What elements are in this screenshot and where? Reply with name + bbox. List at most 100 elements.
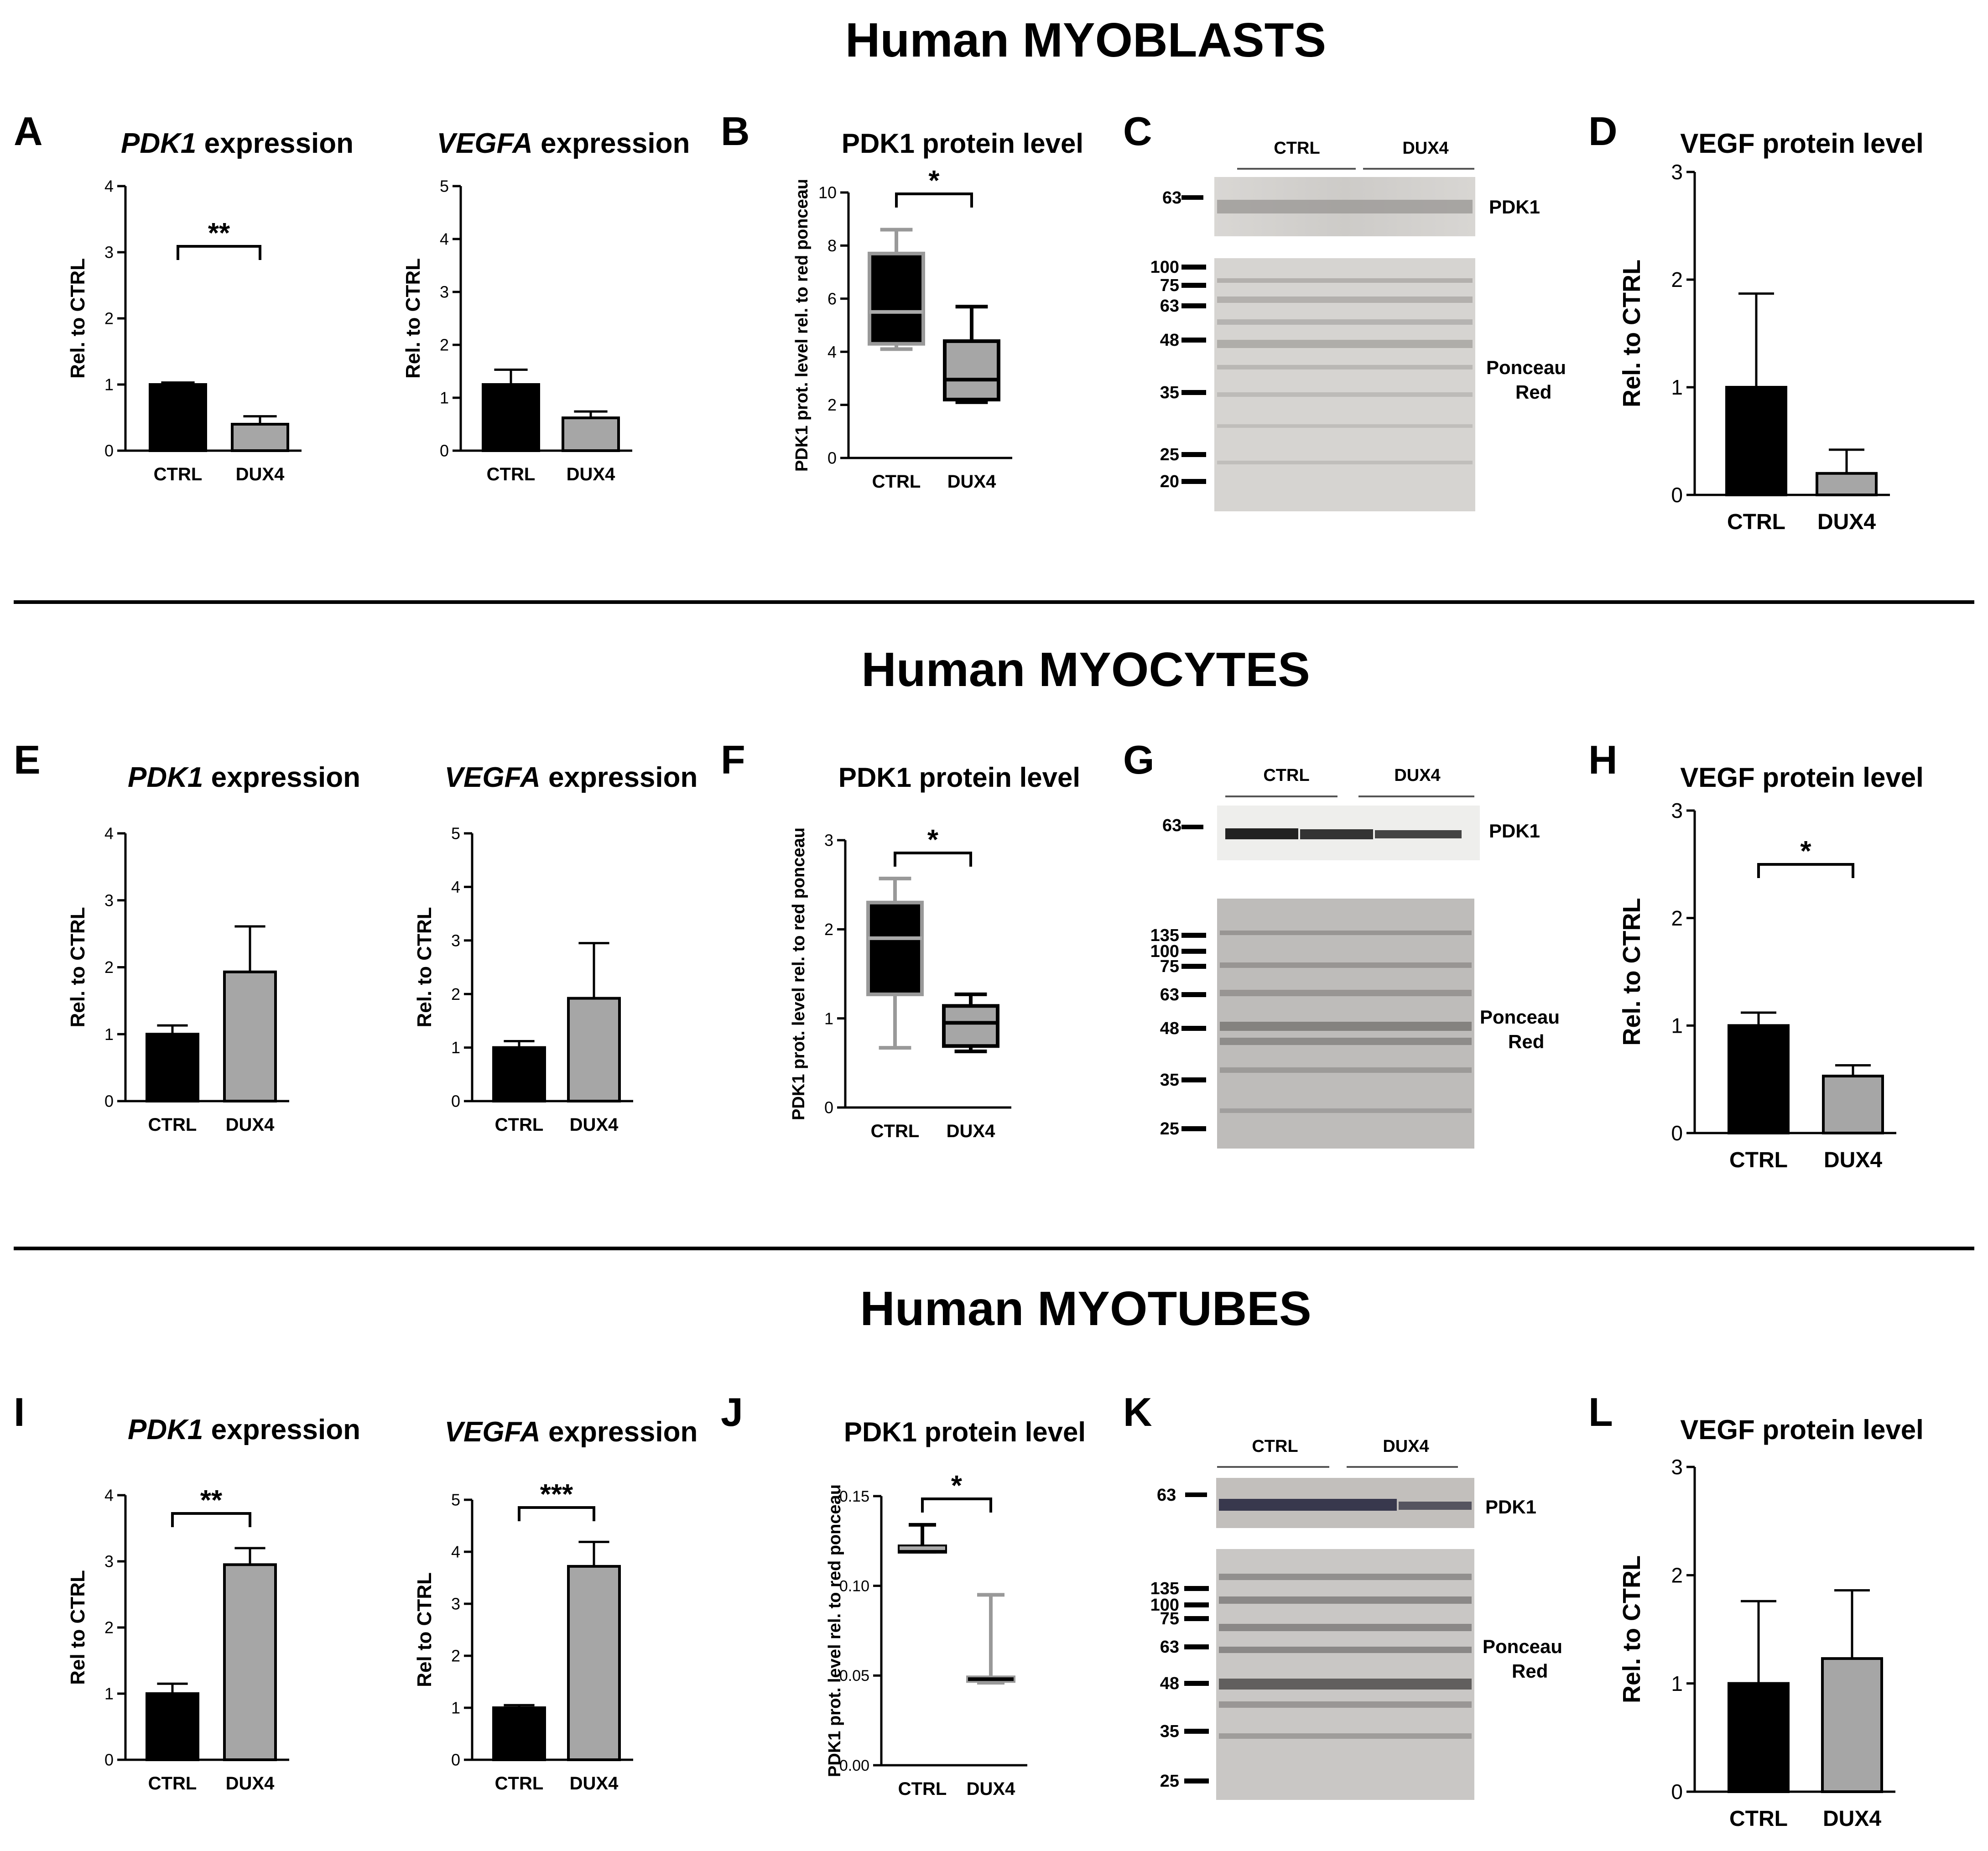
panel-letter-f: F	[721, 737, 745, 782]
y-tick-label: 6	[827, 289, 837, 308]
x-tick-label: CTRL	[148, 1773, 197, 1794]
chart-title: VEGFA expression	[445, 1416, 698, 1448]
y-tick-label: 4	[104, 1486, 114, 1505]
bar-dux4	[562, 416, 620, 452]
chart-title-rest: expression	[541, 1416, 698, 1448]
marker-tick	[1184, 1681, 1209, 1686]
chart-title: VEGF protein level	[1680, 1414, 1923, 1445]
marker-label: 48	[1160, 1674, 1179, 1693]
x-tick-label: DUX4	[947, 472, 996, 492]
y-tick-label: 2	[827, 395, 837, 414]
ponceau-membrane	[1214, 258, 1475, 511]
y-tick-label: 3	[1671, 799, 1683, 822]
marker-label: 35	[1160, 1722, 1179, 1741]
marker-label: 100	[1150, 942, 1179, 961]
marker-tick	[1181, 1126, 1206, 1131]
x-tick-label: CTRL	[898, 1779, 947, 1799]
ponceau-label: Ponceau	[1483, 1636, 1562, 1657]
marker-label: 25	[1160, 445, 1179, 464]
x-tick-label: DUX4	[567, 464, 615, 484]
pdk1-marker-label: 63	[1162, 188, 1181, 208]
x-tick-label: DUX4	[1823, 1807, 1881, 1831]
marker-tick	[1181, 390, 1206, 395]
y-tick-label: 2	[451, 985, 460, 1003]
ponceau-band	[1219, 1679, 1472, 1690]
y-tick-label: 2	[104, 309, 114, 328]
ponceau-band	[1219, 1624, 1472, 1631]
y-tick-label: 4	[104, 824, 114, 843]
significance-bracket	[518, 1506, 595, 1521]
chart-title: VEGF protein level	[1680, 762, 1923, 793]
chart-h: VEGF protein level 0 1 2 3 Rel. to CTRL CTRL DU…	[1618, 762, 1924, 1172]
marker-label: 35	[1160, 1071, 1179, 1090]
ponceau-band	[1219, 1701, 1472, 1708]
chart-a2: VEGFA expression 0 1 2 3 4 5 Rel. to CTRL CTRL DU…	[402, 128, 690, 484]
y-tick-label: 1	[824, 1009, 833, 1028]
blot-ctrl-label: CTRL	[1274, 139, 1320, 158]
x-tick-label: CTRL	[487, 464, 536, 484]
box-dux4	[943, 339, 1000, 401]
panel-letter-h: H	[1588, 737, 1618, 782]
marker-tick	[1181, 825, 1203, 829]
y-tick-label: 3	[451, 931, 460, 950]
y-tick-label: 0.00	[839, 1757, 869, 1774]
marker-label: 135	[1150, 926, 1179, 945]
marker-label: 25	[1160, 1119, 1179, 1139]
y-tick-label: 1	[104, 1685, 114, 1703]
ponceau-bands	[1220, 931, 1472, 1113]
chart-title-gene: PDK1	[121, 128, 196, 159]
y-axis-label: Rel. to CTRL	[1618, 898, 1645, 1046]
marker-tick	[1181, 338, 1206, 343]
marker-tick	[1181, 283, 1206, 288]
blot-ctrl-label: CTRL	[1252, 1437, 1298, 1456]
y-tick-label: 1	[1671, 1014, 1683, 1037]
marker-label: 48	[1160, 331, 1179, 350]
chart-title: PDK1 protein level	[844, 1417, 1086, 1447]
panel-letter-j: J	[721, 1389, 743, 1435]
y-tick-label: 3	[104, 243, 114, 262]
y-tick-label: 0.05	[839, 1667, 869, 1685]
x-tick-label: CTRL	[1729, 1148, 1788, 1172]
y-tick-label: 0	[1671, 1121, 1683, 1145]
ponceau-band	[1220, 1067, 1472, 1073]
significance-bracket	[894, 852, 972, 867]
x-tick-label: CTRL	[872, 472, 921, 492]
western-blot-c: CTRL DUX4 PDK1 63 Ponceau Red 1007563483…	[1150, 139, 1566, 511]
marker-tick	[1184, 1644, 1209, 1649]
y-tick-label: 10	[818, 183, 837, 202]
panel-letter-b: B	[721, 109, 750, 154]
y-tick-label: 0.10	[839, 1578, 869, 1595]
ponceau-label: Ponceau	[1486, 357, 1566, 378]
chart-i2: VEGFA expression 0 1 2 3 4 5 Rel to CTRL CTRL DUX…	[413, 1416, 697, 1794]
chart-title: PDK1 expression	[128, 762, 360, 793]
ponceau-label-2: Red	[1512, 1660, 1548, 1682]
blot-dux4-label: DUX4	[1383, 1437, 1429, 1456]
bar-ctrl	[1725, 386, 1787, 496]
y-tick-label: 0	[440, 442, 449, 460]
y-tick-label: 2	[104, 958, 114, 977]
bar-ctrl	[1728, 1024, 1790, 1134]
panel-letter-l: L	[1588, 1389, 1613, 1435]
x-tick-label: CTRL	[1729, 1807, 1788, 1831]
chart-title: VEGFA expression	[445, 762, 698, 793]
marker-label: 100	[1150, 258, 1179, 277]
blot-dux4-label: DUX4	[1394, 766, 1440, 785]
x-tick-label: DUX4	[226, 1773, 275, 1794]
y-tick-label: 2	[440, 336, 449, 354]
marker-tick	[1181, 933, 1206, 938]
y-tick-label: 0	[1671, 1780, 1683, 1804]
chart-title-gene: VEGFA	[445, 762, 541, 793]
bar-ctrl	[482, 383, 540, 452]
ponceau-bands	[1217, 278, 1473, 464]
x-tick-label: DUX4	[1817, 510, 1876, 534]
marker-label: 75	[1160, 276, 1179, 295]
chart-title: VEGFA expression	[437, 128, 690, 159]
blot-target-label: PDK1	[1489, 820, 1540, 842]
section-title-myocytes: Human MYOCYTES	[861, 643, 1310, 697]
chart-title-gene: VEGFA	[437, 128, 533, 159]
chart-title: VEGF protein level	[1680, 128, 1923, 159]
chart-title: PDK1 protein level	[838, 762, 1080, 793]
significance-label: ***	[540, 1479, 573, 1510]
